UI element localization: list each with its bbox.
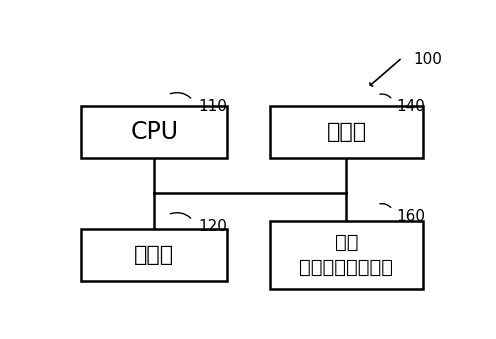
Bar [270,221,424,289]
Text: 通信
インターフェイス: 通信 インターフェイス [300,233,393,277]
Text: メモリ: メモリ [134,245,174,265]
Text: 140: 140 [396,99,425,114]
Text: 操作部: 操作部 [326,122,367,142]
Text: CPU: CPU [130,120,178,144]
Text: 100: 100 [414,53,442,67]
Bar [81,106,227,158]
Text: 110: 110 [198,99,227,114]
Bar [270,106,424,158]
Bar [81,228,227,281]
Text: 120: 120 [198,219,227,235]
Text: 160: 160 [396,209,426,224]
